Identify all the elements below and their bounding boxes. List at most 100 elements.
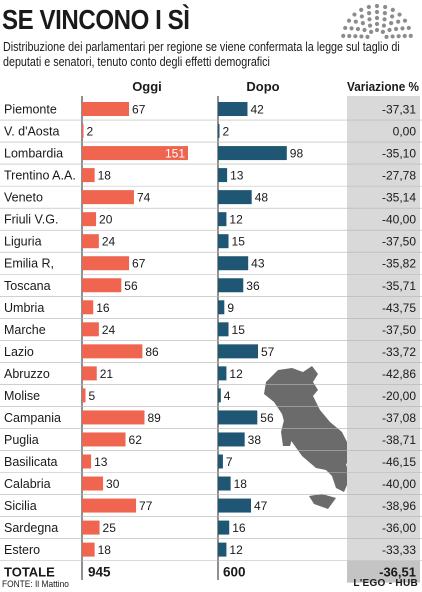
seat-dot (343, 25, 348, 31)
variation-value-estero: -33,33 (382, 543, 416, 557)
oggi-bar-calabria (82, 476, 104, 491)
variation-value-lombardia: -35,10 (382, 147, 416, 161)
oggi-value-sardegna: 25 (103, 521, 117, 535)
oggi-bar-toscana (82, 278, 122, 293)
table-row: Veneto 74 48 -35,14 (0, 190, 422, 209)
seat-dot (380, 29, 385, 35)
brand-credit: L'EGO - HUB (353, 578, 418, 589)
seat-dot (408, 33, 413, 39)
seat-dot (349, 26, 354, 31)
oggi-value-piemonte: 67 (132, 103, 146, 117)
dopo-bar-calabria (218, 476, 231, 491)
seat-dot (402, 18, 408, 23)
dopo-bar-veneto (218, 190, 252, 205)
sardinia-shape (281, 418, 294, 446)
oggi-value-veneto: 74 (137, 191, 151, 205)
dopo-bar-umbria (218, 300, 225, 315)
region-label-sicilia: Sicilia (4, 499, 37, 513)
dopo-value-abruzzo: 12 (229, 367, 243, 381)
subtitle: Distribuzione dei parlamentari per regio… (3, 40, 400, 69)
seat-dot (396, 19, 401, 24)
region-label-veneto: Veneto (4, 191, 43, 205)
variation-value-v-d-aosta: 0,00 (393, 125, 417, 139)
region-label-campania: Campania (4, 411, 61, 425)
seat-dot (367, 17, 372, 22)
oggi-bar-liguria (82, 234, 99, 249)
oggi-bar-friuli-v-g (82, 212, 97, 227)
variation-value-abruzzo: -42,86 (382, 367, 416, 381)
dopo-value-lazio: 57 (261, 345, 275, 359)
oggi-bar-campania (82, 410, 145, 425)
seat-dot (374, 3, 380, 9)
seat-dot (367, 23, 373, 28)
dopo-value-molise: 4 (224, 389, 231, 403)
region-label-lazio: Lazio (4, 345, 34, 359)
seat-dot (374, 21, 380, 27)
italy-mainland-shape (264, 366, 358, 492)
oggi-bar-abruzzo (82, 366, 97, 381)
table-row: Marche 24 15 -37,50 (0, 322, 422, 341)
dopo-value-estero: 12 (229, 543, 243, 557)
dopo-bar-liguria (218, 234, 229, 249)
dopo-bar-estero (218, 542, 227, 557)
dopo-value-liguria: 15 (232, 235, 246, 249)
oggi-value-toscana: 56 (124, 279, 138, 293)
region-label-friuli-v-g: Friuli V.G. (4, 213, 58, 227)
oggi-bar-basilicata (82, 454, 92, 469)
dopo-value-veneto: 48 (255, 191, 269, 205)
variation-value-sicilia: -38,96 (382, 499, 416, 513)
oggi-bar-umbria (82, 300, 94, 315)
table-row: Sicilia 77 47 -38,96 (0, 498, 422, 517)
seat-dot (359, 34, 364, 39)
dopo-value-marche: 15 (232, 323, 246, 337)
dopo-value-friuli-v-g: 12 (229, 213, 243, 227)
table-row: Sardegna 25 16 -36,00 (0, 520, 422, 539)
dopo-bar-sardegna (218, 520, 230, 535)
dopo-value-puglia: 38 (248, 433, 262, 447)
table-row: Calabria 30 18 -40,00 (0, 476, 422, 495)
oggi-value-estero: 18 (98, 543, 112, 557)
dopo-value-campania: 56 (260, 411, 274, 425)
oggi-value-lazio: 86 (145, 345, 159, 359)
variation-value-liguria: -37,50 (382, 235, 416, 249)
seat-dot (396, 34, 401, 39)
total-variation-bg (347, 560, 420, 583)
variation-value-marche: -37,50 (382, 323, 416, 337)
table-row: Abruzzo 21 12 -42,86 (0, 366, 422, 385)
variation-value-sardegna: -36,00 (382, 521, 416, 535)
header-oggi: Oggi (132, 79, 162, 94)
total-label: TOTALE (4, 565, 55, 580)
oggi-value-friuli-v-g: 20 (99, 213, 113, 227)
oggi-value-lombardia: 151 (165, 147, 185, 161)
seat-dot (390, 14, 395, 19)
table-row: Basilicata 13 7 -46,15 (0, 454, 422, 473)
dopo-value-basilicata: 7 (226, 455, 233, 469)
dopo-bar-friuli-v-g (218, 212, 227, 227)
variation-value-emilia-r: -35,82 (382, 257, 416, 271)
dopo-bar-piemonte (218, 102, 248, 117)
dopo-value-sicilia: 47 (254, 499, 268, 513)
variation-value-friuli-v-g: -40,00 (382, 213, 416, 227)
source-note: FONTE: Il Mattino (2, 579, 69, 590)
table-row: Emilia R, 67 43 -35,82 (0, 256, 422, 275)
dopo-bar-trentino-a-a (218, 168, 228, 183)
dopo-bar-sicilia (218, 498, 251, 513)
region-label-estero: Estero (4, 543, 40, 557)
seat-dot (387, 27, 392, 33)
table-row: Molise 5 4 -20,00 (0, 388, 422, 407)
oggi-bar-sicilia (82, 498, 137, 513)
variation-value-molise: -20,00 (382, 389, 416, 403)
seat-dot (369, 29, 374, 35)
total-oggi-value: 945 (88, 565, 111, 580)
seat-dot (366, 4, 371, 10)
page-title: SE VINCONO I SÌ (2, 4, 190, 35)
variation-value-calabria: -40,00 (382, 477, 416, 491)
seat-dot (365, 34, 370, 40)
seat-dot (353, 34, 358, 39)
region-label-abruzzo: Abruzzo (4, 367, 50, 381)
table-row: Lazio 86 57 -33,72 (0, 344, 422, 363)
oggi-value-puglia: 62 (129, 433, 143, 447)
table-row: Liguria 24 15 -37,50 (0, 234, 422, 253)
region-label-trentino-a-a: Trentino A.A. (4, 169, 76, 183)
oggi-value-liguria: 24 (102, 235, 116, 249)
